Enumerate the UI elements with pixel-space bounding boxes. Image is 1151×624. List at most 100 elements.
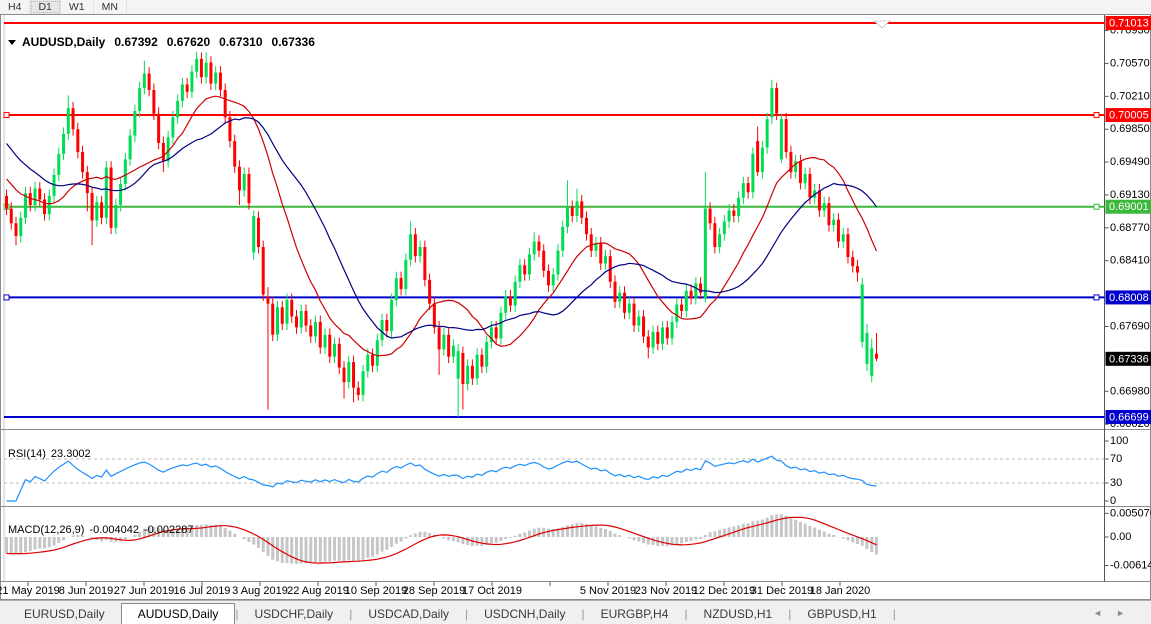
candle-body xyxy=(76,129,80,153)
hline-handle-left[interactable] xyxy=(3,294,10,301)
candle-body xyxy=(171,117,175,138)
tab-scroll-right-icon[interactable]: ► xyxy=(1116,608,1139,618)
timeframe-button-d1[interactable]: D1 xyxy=(30,0,61,14)
candle-body xyxy=(694,283,698,299)
ohlc-close: 0.67336 xyxy=(271,35,315,49)
chart-tab-eurgbp-h4[interactable]: EURGBP,H4 xyxy=(600,607,669,621)
chart-tab-nzdusd-h1[interactable]: NZDUSD,H1 xyxy=(703,607,773,621)
candle-body xyxy=(646,336,650,348)
candle-body xyxy=(218,72,222,90)
candle-body xyxy=(684,290,688,311)
candle-body xyxy=(794,161,798,173)
candle-body xyxy=(43,199,47,215)
chart-tab-usdcad-daily[interactable]: USDCAD,Daily xyxy=(368,607,449,621)
candle-body xyxy=(751,153,755,193)
candle-body xyxy=(542,250,546,271)
candle-body xyxy=(746,183,750,193)
candle-body xyxy=(9,208,13,224)
chart-tab-eurusd-daily[interactable]: EURUSD,Daily xyxy=(24,607,105,621)
hline-handle-right[interactable] xyxy=(1093,294,1100,301)
candle-body xyxy=(779,119,783,160)
timeframe-button-h4[interactable]: H4 xyxy=(0,0,31,14)
candle-body xyxy=(461,352,465,385)
date-axis-label: 22 Aug 2019 xyxy=(287,585,349,597)
candle-body xyxy=(185,84,189,92)
hline-price-badge-bg xyxy=(1105,409,1151,424)
tab-scroll-left-icon[interactable]: ◄ xyxy=(1093,608,1117,618)
candle-body xyxy=(599,243,603,264)
candle-body xyxy=(575,201,579,216)
rsi-indicator-label: RSI(14) 23.3002 xyxy=(8,448,91,460)
ohlc-open: 0.67392 xyxy=(114,35,158,49)
candle-body xyxy=(147,73,151,90)
candle-body xyxy=(651,331,655,348)
candle-body xyxy=(470,365,474,379)
candle-body xyxy=(656,331,660,344)
candle-body xyxy=(527,254,531,275)
chart-tab-usdcnh-daily[interactable]: USDCNH,Daily xyxy=(484,607,566,621)
chart-tab-audusd-daily[interactable]: AUDUSD,Daily xyxy=(120,603,236,624)
hline-handle-right[interactable] xyxy=(1093,203,1100,210)
price-axis-label: 0.67690 xyxy=(1110,320,1150,332)
candle-body xyxy=(318,321,322,348)
candle-body xyxy=(337,343,341,368)
date-axis-label: 31 Dec 2019 xyxy=(751,585,813,597)
candle-body xyxy=(618,292,622,302)
candle-body xyxy=(594,243,598,251)
candle-body xyxy=(100,202,104,218)
timeframe-button-w1[interactable]: W1 xyxy=(61,0,94,14)
candle-body xyxy=(637,316,641,326)
hline-price-badge-bg xyxy=(1105,290,1151,305)
symbol-dropdown-icon[interactable] xyxy=(8,40,16,46)
candle-body xyxy=(437,327,441,350)
current-price-badge-bg xyxy=(1105,351,1151,366)
candle-body xyxy=(680,304,684,311)
candle-body xyxy=(280,307,284,324)
candle-body xyxy=(855,266,859,273)
chart-tab-gbpusd-h1[interactable]: GBPUSD,H1 xyxy=(807,607,877,621)
candle-body xyxy=(366,354,370,372)
candle-body xyxy=(290,299,294,317)
candle-body xyxy=(765,119,769,148)
candle-body xyxy=(413,234,417,257)
hline-handle-right[interactable] xyxy=(1093,112,1100,119)
candle-body xyxy=(803,173,807,184)
price-axis-label: 0.69490 xyxy=(1110,156,1150,168)
candle-body xyxy=(523,265,527,275)
candle-body xyxy=(71,108,75,130)
price-chart[interactable]: 0.709300.705700.702100.698500.694900.691… xyxy=(0,14,1151,600)
current-price-badge: 0.67336 xyxy=(1109,353,1149,365)
candle-body xyxy=(180,84,184,101)
candle-body xyxy=(114,205,118,228)
price-axis-label: 0.70210 xyxy=(1110,90,1150,102)
date-axis-label: 10 Sep 2019 xyxy=(345,585,407,597)
timeframe-button-mn[interactable]: MN xyxy=(94,0,127,14)
candle-body xyxy=(385,320,389,332)
candle-body xyxy=(432,303,436,328)
candle-body xyxy=(285,299,289,324)
date-axis-label: 16 Jul 2019 xyxy=(174,585,231,597)
date-axis-label: 17 Oct 2019 xyxy=(462,585,522,597)
candle-body xyxy=(109,167,113,228)
candle-body xyxy=(328,334,332,357)
candle-body xyxy=(195,58,199,72)
candle-body xyxy=(309,325,313,337)
candle-body xyxy=(494,327,498,339)
candle-body xyxy=(556,250,560,275)
tab-separator: | xyxy=(349,607,353,621)
hline-handle-left[interactable] xyxy=(3,112,10,119)
candle-body xyxy=(456,351,460,379)
chart-shift-marker[interactable] xyxy=(873,20,891,29)
tab-separator: | xyxy=(788,607,792,621)
candle-body xyxy=(375,340,379,366)
macd-axis-label: -0.006148 xyxy=(1110,560,1151,572)
chart-tab-usdchf-daily[interactable]: USDCHF,Daily xyxy=(254,607,334,621)
candle-body xyxy=(342,367,346,383)
candle-body xyxy=(299,310,303,328)
candle-body xyxy=(584,217,588,235)
ohlc-low: 0.67310 xyxy=(219,35,263,49)
price-axis-label: 0.68770 xyxy=(1110,222,1150,234)
date-axis-label: 3 Aug 2019 xyxy=(232,585,288,597)
candle-body xyxy=(741,183,745,198)
